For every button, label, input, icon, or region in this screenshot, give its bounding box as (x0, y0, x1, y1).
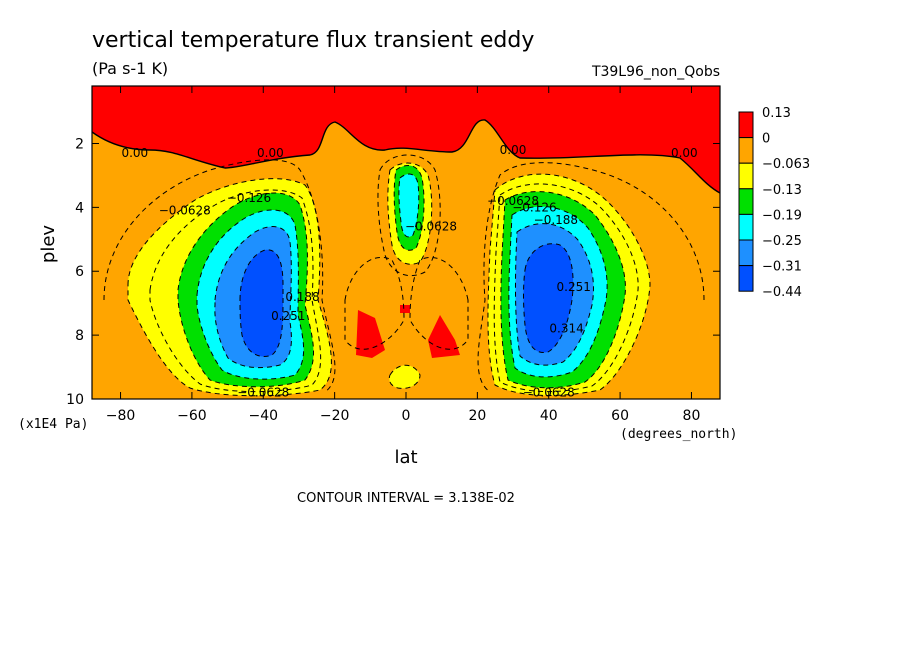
contour-label: 0.00 (500, 143, 527, 157)
units-label: (Pa s-1 K) (92, 59, 168, 78)
contour-label: −0.0628 (405, 220, 457, 234)
legend-label: 0.13 (762, 106, 791, 121)
fill-red-patch-center (400, 305, 410, 313)
x-tick-label: 0 (402, 408, 411, 424)
contour-label: −0.0628 (159, 204, 211, 218)
legend-label: −0.13 (762, 183, 802, 198)
contour-dashed (103, 154, 705, 397)
x-tick-label: −40 (248, 408, 278, 424)
x-tick-label: −20 (320, 408, 350, 424)
contour-label: −0.188 (534, 213, 578, 227)
x-tick-label: −60 (177, 408, 207, 424)
x-tick-label: −80 (106, 408, 136, 424)
y-tick-label: 2 (75, 136, 84, 152)
contour-label: −0.0628 (487, 194, 539, 208)
legend-label: −0.063 (762, 157, 810, 172)
y-tick-label: 4 (75, 200, 84, 216)
legend-label: −0.25 (762, 234, 802, 249)
y-units-label: (x1E4 Pa) (18, 417, 88, 432)
legend-swatch (738, 111, 754, 139)
contour-label: 0.00 (121, 146, 148, 160)
x-tick-label: 20 (468, 408, 486, 424)
legend-label: −0.31 (762, 260, 802, 275)
y-tick-label: 6 (75, 264, 84, 280)
legend-swatch (738, 162, 754, 190)
contour-zero-top (92, 119, 720, 194)
legend-swatch (738, 265, 754, 292)
x-units-label: (degrees_north) (620, 427, 737, 442)
fill-red-patch-left (356, 310, 385, 358)
fill-yellow-bottom (389, 365, 420, 389)
y-tick-label: 10 (66, 392, 84, 408)
legend-label: 0 (762, 132, 770, 147)
legend-swatch (738, 137, 754, 164)
x-axis-label: lat (394, 447, 417, 468)
legend-swatch (738, 213, 754, 241)
legend-label: −0.19 (762, 208, 802, 223)
x-tick-label: 60 (611, 408, 629, 424)
contour-label: 0.251 (271, 309, 305, 323)
colorbar-legend: 0.13 0 −0.063 −0.13 −0.19 −0.25 −0.31 −0.44 (738, 106, 810, 300)
y-axis-label: plev (38, 225, 59, 264)
fill-red-patch-right (428, 315, 460, 358)
legend-label: −0.44 (762, 285, 802, 300)
contour-label: 0.314 (549, 322, 583, 336)
contour-field (92, 86, 720, 399)
x-tick-label: 40 (540, 408, 558, 424)
x-tick-label: 80 (683, 408, 701, 424)
legend-swatch (738, 239, 754, 267)
x-axis: −80 −60 −40 −20 0 20 40 60 80 (106, 86, 701, 424)
fill-darkblue-right (523, 243, 574, 353)
fill-cyan-center (398, 174, 419, 237)
fill-darkblue-left (240, 249, 284, 357)
contour-labels: 0.00 0.00 0.00 0.00−0.0628−0.126 −0.0628−0.1… (121, 143, 697, 400)
contour-label: −0.126 (512, 200, 556, 214)
legend-swatch (738, 188, 754, 215)
y-tick-label: 8 (75, 328, 84, 344)
run-label: T39L96_non_Qobs (591, 64, 720, 80)
contour-label: 0.00 (671, 146, 698, 160)
y-axis: 2 4 6 8 10 (66, 136, 720, 408)
fill-red-top (92, 86, 720, 193)
contour-label: 0.00 (257, 146, 284, 160)
chart-title: vertical temperature flux transient eddy (92, 28, 534, 53)
contour-label: −0.126 (227, 191, 271, 205)
contour-label: 0.188 (285, 290, 319, 304)
contour-interval-label: CONTOUR INTERVAL = 3.138E-02 (297, 491, 515, 506)
contour-label: 0.251 (557, 280, 591, 294)
